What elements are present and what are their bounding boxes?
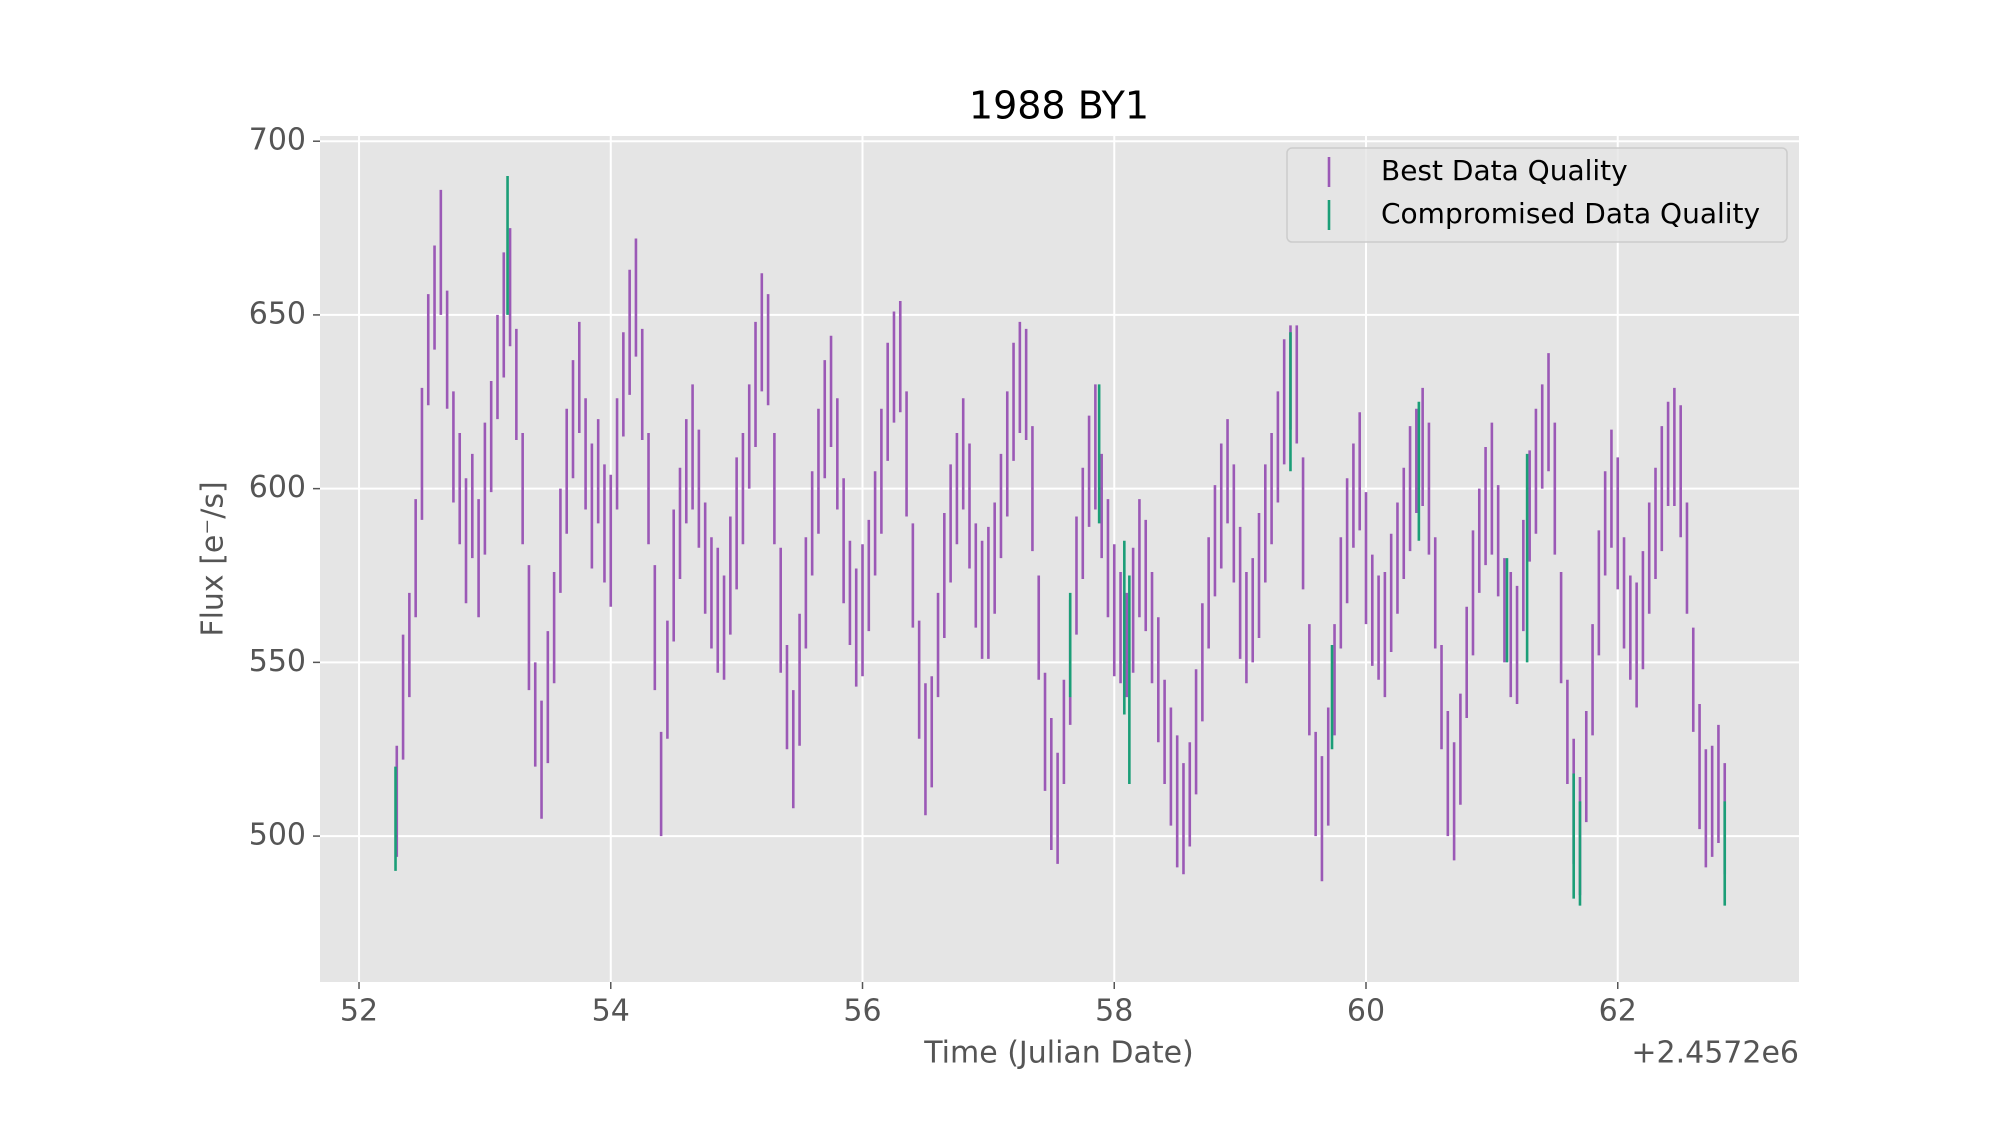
legend-box [1286, 147, 1788, 243]
y-tick-label: 650 [249, 296, 306, 331]
data-marks [394, 175, 1727, 906]
x-tick-label: 56 [843, 994, 881, 1029]
y-axis-label: Flux [e⁻/s] [196, 481, 231, 636]
y-tick-label: 600 [249, 470, 306, 505]
x-tick-label: 62 [1599, 994, 1637, 1029]
legend: Best Data Quality Compromised Data Qualit… [1286, 147, 1788, 243]
legend-label: Compromised Data Quality [1381, 197, 1760, 230]
x-axis-label: Time (Julian Date) [923, 1036, 1194, 1071]
plot-area [320, 136, 1799, 982]
x-offset-label: +2.4572e6 [1631, 1036, 1799, 1071]
axes: 500 550 600 650 700 52 54 56 58 60 62 [249, 123, 1637, 1029]
y-tick-label: 700 [249, 123, 306, 158]
x-tick-label: 58 [1095, 994, 1133, 1029]
x-tick-label: 52 [340, 994, 378, 1029]
y-tick-label: 550 [249, 644, 306, 679]
legend-label: Best Data Quality [1381, 154, 1628, 187]
x-tick-label: 60 [1347, 994, 1385, 1029]
y-tick-label: 500 [249, 818, 306, 853]
chart-title: 1988 BY1 [969, 84, 1149, 128]
x-tick-label: 54 [592, 994, 630, 1029]
